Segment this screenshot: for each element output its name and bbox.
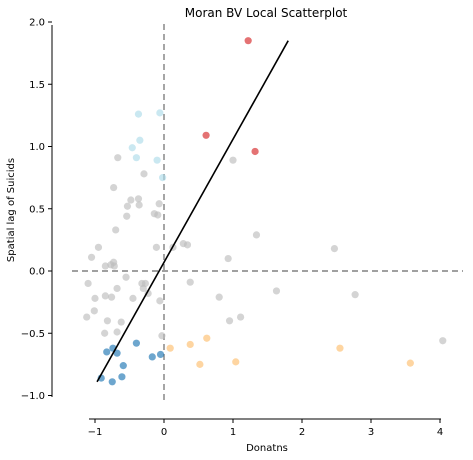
scatter-point <box>119 362 127 370</box>
scatter-point <box>186 278 194 286</box>
y-tick-label: −1.0 <box>21 391 45 402</box>
y-tick-label: 0.5 <box>29 204 45 215</box>
scatter-point <box>152 243 161 251</box>
scatter-point <box>336 344 344 352</box>
scatter-point <box>351 291 359 299</box>
scatter-point <box>117 318 125 326</box>
y-tick-label: 1.5 <box>29 80 45 91</box>
scatter-point <box>101 329 109 337</box>
chart-title: Moran BV Local Scatterplot <box>185 6 348 20</box>
y-tick-label: 0.0 <box>29 267 45 278</box>
scatter-point <box>153 156 161 164</box>
scatter-point <box>140 170 148 178</box>
x-tick-label: 3 <box>368 427 374 438</box>
scatter-point <box>330 244 339 253</box>
y-axis-label: Spatial lag of Suicids <box>6 158 17 262</box>
scatter-point <box>136 136 144 144</box>
y-tick-label: −0.5 <box>21 329 45 340</box>
x-axis-label: Donatns <box>246 443 288 454</box>
scatter-point <box>122 273 130 281</box>
scatter-point <box>94 243 103 251</box>
scatter-point <box>202 131 210 139</box>
scatter-point <box>103 317 112 325</box>
scatter-point <box>91 294 99 302</box>
x-ticks: −1 0 1 2 3 4 <box>88 419 443 438</box>
scatter-point <box>203 334 211 342</box>
scatter-point <box>156 109 164 117</box>
scatter-point <box>110 183 118 192</box>
x-tick-label: −1 <box>88 427 103 438</box>
scatter-point <box>148 353 156 361</box>
regression-line-group <box>96 40 289 383</box>
scatter-point <box>87 253 96 261</box>
scatter-point <box>132 154 140 162</box>
scatter-point <box>229 156 237 164</box>
y-tick-label: 1.0 <box>29 142 45 153</box>
y-ticks: −1.0 −0.5 0.0 0.5 1.0 1.5 2.0 <box>21 18 52 402</box>
x-tick-label: 4 <box>437 427 443 438</box>
scatter-point <box>101 262 109 270</box>
scatter-point <box>128 144 136 152</box>
scatter-point <box>103 348 111 356</box>
scatter-point <box>215 293 223 301</box>
scatter-point <box>154 211 162 219</box>
scatter-point <box>166 344 174 352</box>
scatter-point <box>244 37 252 45</box>
scatter-point <box>132 339 140 347</box>
scatter-point <box>251 147 259 156</box>
scatter-point <box>156 297 164 305</box>
scatter-point <box>141 279 149 288</box>
reference-lines <box>72 24 463 404</box>
scatter-point <box>123 212 131 220</box>
scatter-point <box>107 293 116 301</box>
scatter-point <box>113 284 121 293</box>
scatter-point <box>84 279 92 288</box>
scatter-point <box>183 241 192 249</box>
scatter-point <box>155 200 163 208</box>
scatter-point <box>135 201 143 209</box>
scatter-point <box>113 328 121 336</box>
scatter-point <box>134 195 143 203</box>
scatter-point <box>236 313 245 321</box>
scatter-point <box>134 110 143 118</box>
scatter-point <box>108 378 116 386</box>
scatter-point <box>196 360 204 368</box>
scatter-point <box>439 337 447 345</box>
scatter-point <box>83 313 91 321</box>
scatter-point <box>129 294 137 302</box>
scatter-point <box>272 287 281 295</box>
y-tick-label: 2.0 <box>29 18 45 29</box>
scatter-point <box>114 154 122 162</box>
scatter-point <box>225 317 234 325</box>
scatter-point <box>112 226 120 234</box>
scatter-point <box>224 254 232 263</box>
x-tick-label: 1 <box>230 427 236 438</box>
scatter-point <box>113 349 121 357</box>
scatter-point <box>159 174 167 182</box>
scatter-point <box>232 358 240 366</box>
scatter-point <box>406 359 414 367</box>
x-tick-label: 2 <box>299 427 305 438</box>
scatter-point <box>110 258 118 266</box>
scatter-point <box>118 373 126 381</box>
scatter-point <box>186 340 194 349</box>
scatter-point <box>123 202 132 210</box>
scatter-point <box>127 196 135 204</box>
scatter-points <box>83 37 447 386</box>
scatter-point <box>101 292 109 300</box>
scatter-point <box>158 332 166 340</box>
scatter-point <box>252 231 261 239</box>
scatter-point <box>156 350 165 359</box>
regression-line <box>96 40 289 383</box>
scatter-point <box>90 307 98 315</box>
x-tick-label: 0 <box>161 427 167 438</box>
